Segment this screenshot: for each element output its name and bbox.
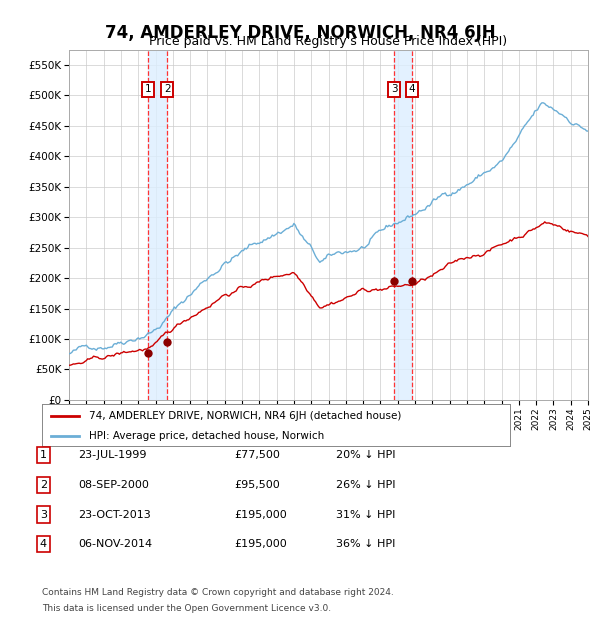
Bar xyxy=(148,50,167,400)
Text: 20% ↓ HPI: 20% ↓ HPI xyxy=(336,450,395,460)
Text: 74, AMDERLEY DRIVE, NORWICH, NR4 6JH: 74, AMDERLEY DRIVE, NORWICH, NR4 6JH xyxy=(104,24,496,42)
Text: £195,000: £195,000 xyxy=(234,510,287,520)
Text: This data is licensed under the Open Government Licence v3.0.: This data is licensed under the Open Gov… xyxy=(42,604,331,613)
Text: 2: 2 xyxy=(164,84,170,94)
Text: 06-NOV-2014: 06-NOV-2014 xyxy=(78,539,152,549)
Text: 1: 1 xyxy=(145,84,151,94)
Text: £195,000: £195,000 xyxy=(234,539,287,549)
Text: 26% ↓ HPI: 26% ↓ HPI xyxy=(336,480,395,490)
Text: 08-SEP-2000: 08-SEP-2000 xyxy=(78,480,149,490)
Text: 36% ↓ HPI: 36% ↓ HPI xyxy=(336,539,395,549)
Text: 31% ↓ HPI: 31% ↓ HPI xyxy=(336,510,395,520)
Text: 3: 3 xyxy=(40,510,47,520)
Text: 23-JUL-1999: 23-JUL-1999 xyxy=(78,450,146,460)
Text: 3: 3 xyxy=(391,84,398,94)
Text: 4: 4 xyxy=(409,84,416,94)
Text: £77,500: £77,500 xyxy=(234,450,280,460)
Text: 2: 2 xyxy=(40,480,47,490)
Bar xyxy=(394,50,412,400)
Text: £95,500: £95,500 xyxy=(234,480,280,490)
Text: 4: 4 xyxy=(40,539,47,549)
Text: 74, AMDERLEY DRIVE, NORWICH, NR4 6JH (detached house): 74, AMDERLEY DRIVE, NORWICH, NR4 6JH (de… xyxy=(89,410,401,420)
Text: 23-OCT-2013: 23-OCT-2013 xyxy=(78,510,151,520)
Text: 1: 1 xyxy=(40,450,47,460)
Text: Contains HM Land Registry data © Crown copyright and database right 2024.: Contains HM Land Registry data © Crown c… xyxy=(42,588,394,596)
Title: Price paid vs. HM Land Registry's House Price Index (HPI): Price paid vs. HM Land Registry's House … xyxy=(149,35,508,48)
Text: HPI: Average price, detached house, Norwich: HPI: Average price, detached house, Norw… xyxy=(89,431,324,441)
